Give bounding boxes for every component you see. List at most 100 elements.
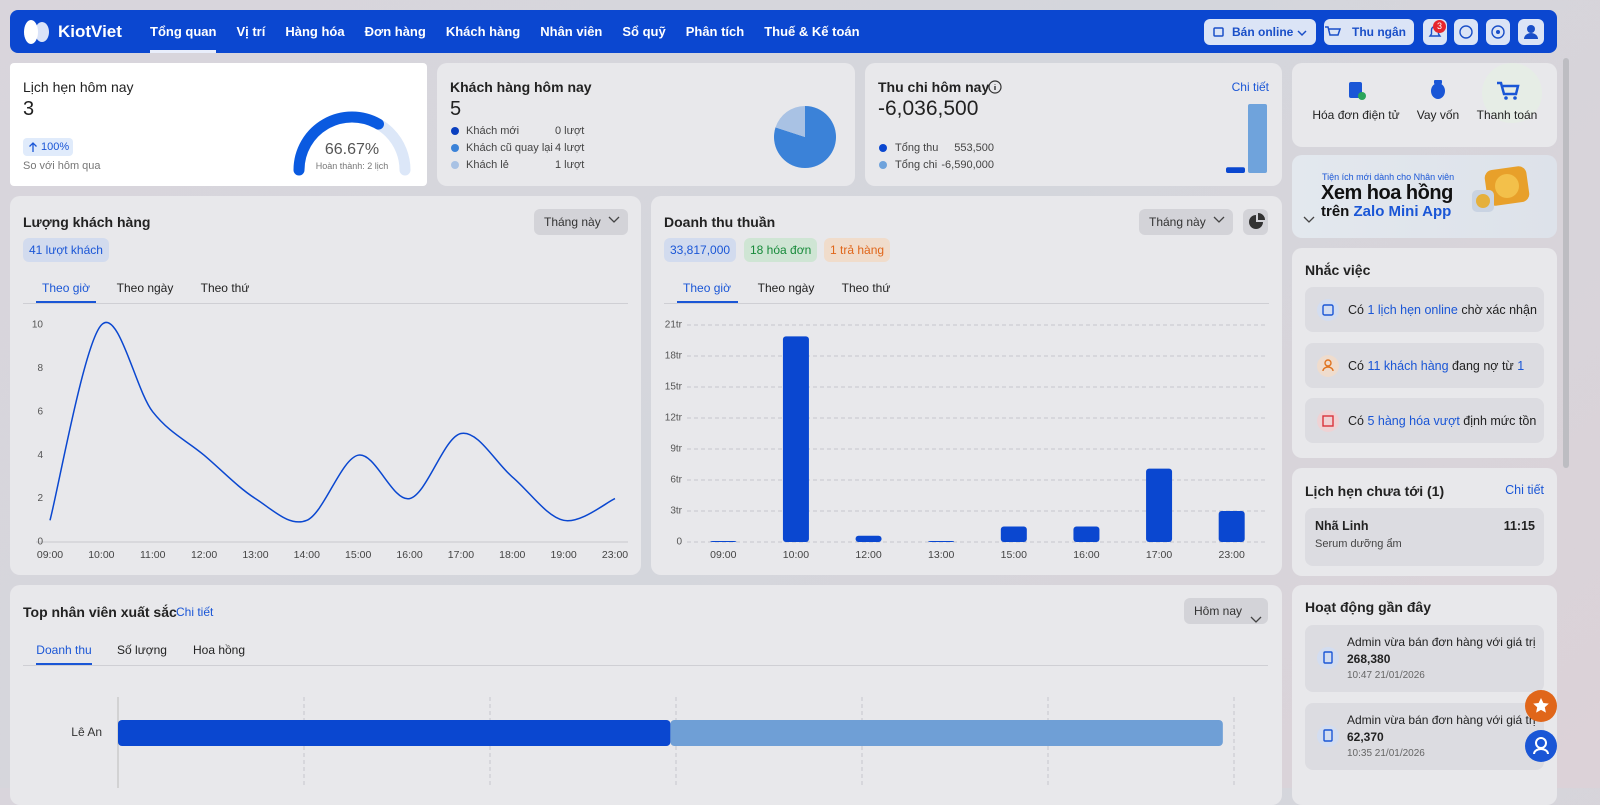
- scrollbar[interactable]: [1563, 58, 1569, 468]
- nav-item[interactable]: Thuế & Kế toán: [764, 24, 860, 39]
- legend-dot: [451, 127, 459, 135]
- legend-dot: [879, 144, 887, 152]
- service-name: Serum dưỡng ẩm: [1315, 538, 1402, 550]
- tab-indicator: [36, 663, 92, 665]
- chart-toggle[interactable]: [1243, 209, 1268, 235]
- legend-label: Khách lẻ: [466, 159, 509, 171]
- tab[interactable]: Theo giờ: [683, 281, 731, 295]
- nav-menu: Tổng quan Vị trí Hàng hóa Đơn hàng Khách hàn…: [150, 10, 860, 53]
- nav-item[interactable]: Sổ quỹ: [622, 24, 666, 39]
- appointment-item[interactable]: [1305, 508, 1544, 566]
- quick-link[interactable]: Vay vốn: [1416, 108, 1460, 122]
- quick-link[interactable]: Thanh toán: [1476, 108, 1538, 122]
- appointment-time: 11:15: [1503, 519, 1535, 533]
- quick-link-icons: [1349, 63, 1542, 123]
- reminder-prefix: Có: [1348, 359, 1364, 373]
- legend-label: Khách mới: [466, 125, 520, 137]
- tab[interactable]: Theo giờ: [42, 281, 90, 295]
- banner-prefix: trên: [1321, 203, 1350, 220]
- help-button[interactable]: [1454, 19, 1478, 45]
- card-title: Lượng khách hàng: [23, 214, 151, 230]
- reminder-item[interactable]: [1305, 343, 1544, 388]
- legend-dot: [451, 161, 459, 169]
- tab[interactable]: Theo thứ: [841, 281, 891, 295]
- customers-count: 5: [450, 98, 462, 120]
- summary-badge: 33,817,000: [664, 238, 737, 262]
- summary-badge: 1 trả hàng: [824, 238, 891, 262]
- nav-item[interactable]: Tổng quan: [150, 10, 217, 53]
- detail-link[interactable]: Chi tiết: [1231, 80, 1269, 94]
- banner-illustration: [1472, 166, 1530, 212]
- change-value: 100%: [41, 141, 70, 153]
- reminder-link[interactable]: 1 lịch hẹn online: [1367, 303, 1458, 317]
- summary-badge: 18 hóa đơn: [744, 238, 818, 262]
- reminder-icons: [1317, 299, 1339, 432]
- legend-dot: [451, 144, 459, 152]
- period-filter[interactable]: Hôm nay: [1184, 598, 1268, 624]
- reminder-suffix: đang nợ từ: [1452, 359, 1514, 373]
- customer-name: Nhã Linh: [1315, 519, 1369, 533]
- activity-text: Admin vừa bán đơn hàng với giá trị: [1347, 635, 1536, 649]
- activity-item[interactable]: [1305, 625, 1544, 692]
- legend-value: 0 lượt: [555, 125, 585, 137]
- change-badge: [23, 138, 73, 156]
- nav-item[interactable]: Đơn hàng: [364, 24, 426, 39]
- activity-amount: 62,370: [1347, 730, 1384, 744]
- nav-item[interactable]: Nhân viên: [540, 24, 603, 39]
- reminder-link[interactable]: 11 khách hàng: [1367, 359, 1449, 373]
- nav-item[interactable]: Phân tích: [685, 24, 745, 39]
- logo-text[interactable]: KiotViet: [58, 22, 122, 41]
- activity-icons: [1317, 647, 1339, 747]
- activity-amount: 268,380: [1347, 652, 1391, 666]
- tab-divider: [664, 303, 1269, 304]
- legend-label: Tổng thu: [895, 142, 939, 154]
- reminder-suffix: chờ xác nhận: [1461, 303, 1537, 317]
- reminder-item[interactable]: [1305, 398, 1544, 443]
- tab[interactable]: Hoa hồng: [192, 643, 246, 657]
- card-title: Hoạt động gần đây: [1305, 599, 1431, 615]
- cashflow-card: [865, 63, 1282, 186]
- detail-link[interactable]: Chi tiết: [1505, 483, 1544, 497]
- card-title: Thu chi hôm nay: [878, 79, 990, 95]
- card-title: Lịch hẹn chưa tới (1): [1305, 483, 1445, 499]
- reminder-prefix: Có: [1348, 303, 1364, 317]
- nav-item[interactable]: Hàng hóa: [285, 24, 345, 39]
- floating-buttons[interactable]: [1522, 688, 1562, 768]
- tab[interactable]: Theo ngày: [116, 281, 174, 295]
- detail-link[interactable]: Chi tiết: [176, 605, 214, 619]
- activity-text: Admin vừa bán đơn hàng với giá trị: [1347, 713, 1536, 727]
- nav-item[interactable]: Khách hàng: [445, 24, 521, 39]
- tab[interactable]: Doanh thu: [36, 643, 92, 657]
- banner-subline: trên Zalo Mini App: [1321, 203, 1451, 220]
- period-filter[interactable]: Tháng này: [1139, 209, 1233, 235]
- reminder-link[interactable]: 5 hàng hóa vượt: [1367, 414, 1460, 428]
- quick-link[interactable]: Hóa đơn điện tử: [1312, 108, 1400, 122]
- reminder-link[interactable]: 1: [1517, 359, 1525, 373]
- legend-dot: [879, 161, 887, 169]
- tab[interactable]: Theo ngày: [757, 281, 815, 295]
- nav-item[interactable]: Vị trí: [236, 24, 266, 39]
- card-title: Lịch hẹn hôm nay: [23, 79, 134, 95]
- tab[interactable]: Theo thứ: [200, 281, 250, 295]
- activity-time: 10:35 21/01/2026: [1347, 748, 1425, 759]
- reminder-item[interactable]: [1305, 287, 1544, 332]
- tab-indicator: [677, 301, 738, 303]
- banner-app: Zalo Mini App: [1353, 203, 1452, 220]
- cashier-label: Thu ngân: [1352, 25, 1406, 39]
- tab[interactable]: Số lượng: [117, 643, 167, 657]
- reminder-text: Có 5 hàng hóa vượt định mức tồn: [1348, 414, 1536, 428]
- up-arrow: [29, 142, 37, 152]
- logo-icon: [24, 20, 49, 44]
- gauge-caption: Hoàn thành: 2 lịch: [315, 161, 389, 171]
- period-filter[interactable]: Tháng này: [534, 209, 628, 235]
- reminder-prefix: Có: [1348, 414, 1364, 428]
- activity-item[interactable]: [1305, 703, 1544, 770]
- filter-label: Tháng này: [544, 215, 601, 229]
- tab-divider: [23, 665, 1268, 666]
- card-title: Doanh thu thuần: [664, 214, 776, 230]
- legend-value: 1 lượt: [555, 159, 585, 171]
- button-icons: [1213, 26, 1342, 37]
- legend-label: Khách cũ quay lại: [466, 142, 553, 154]
- filter-label: Hôm nay: [1194, 604, 1243, 618]
